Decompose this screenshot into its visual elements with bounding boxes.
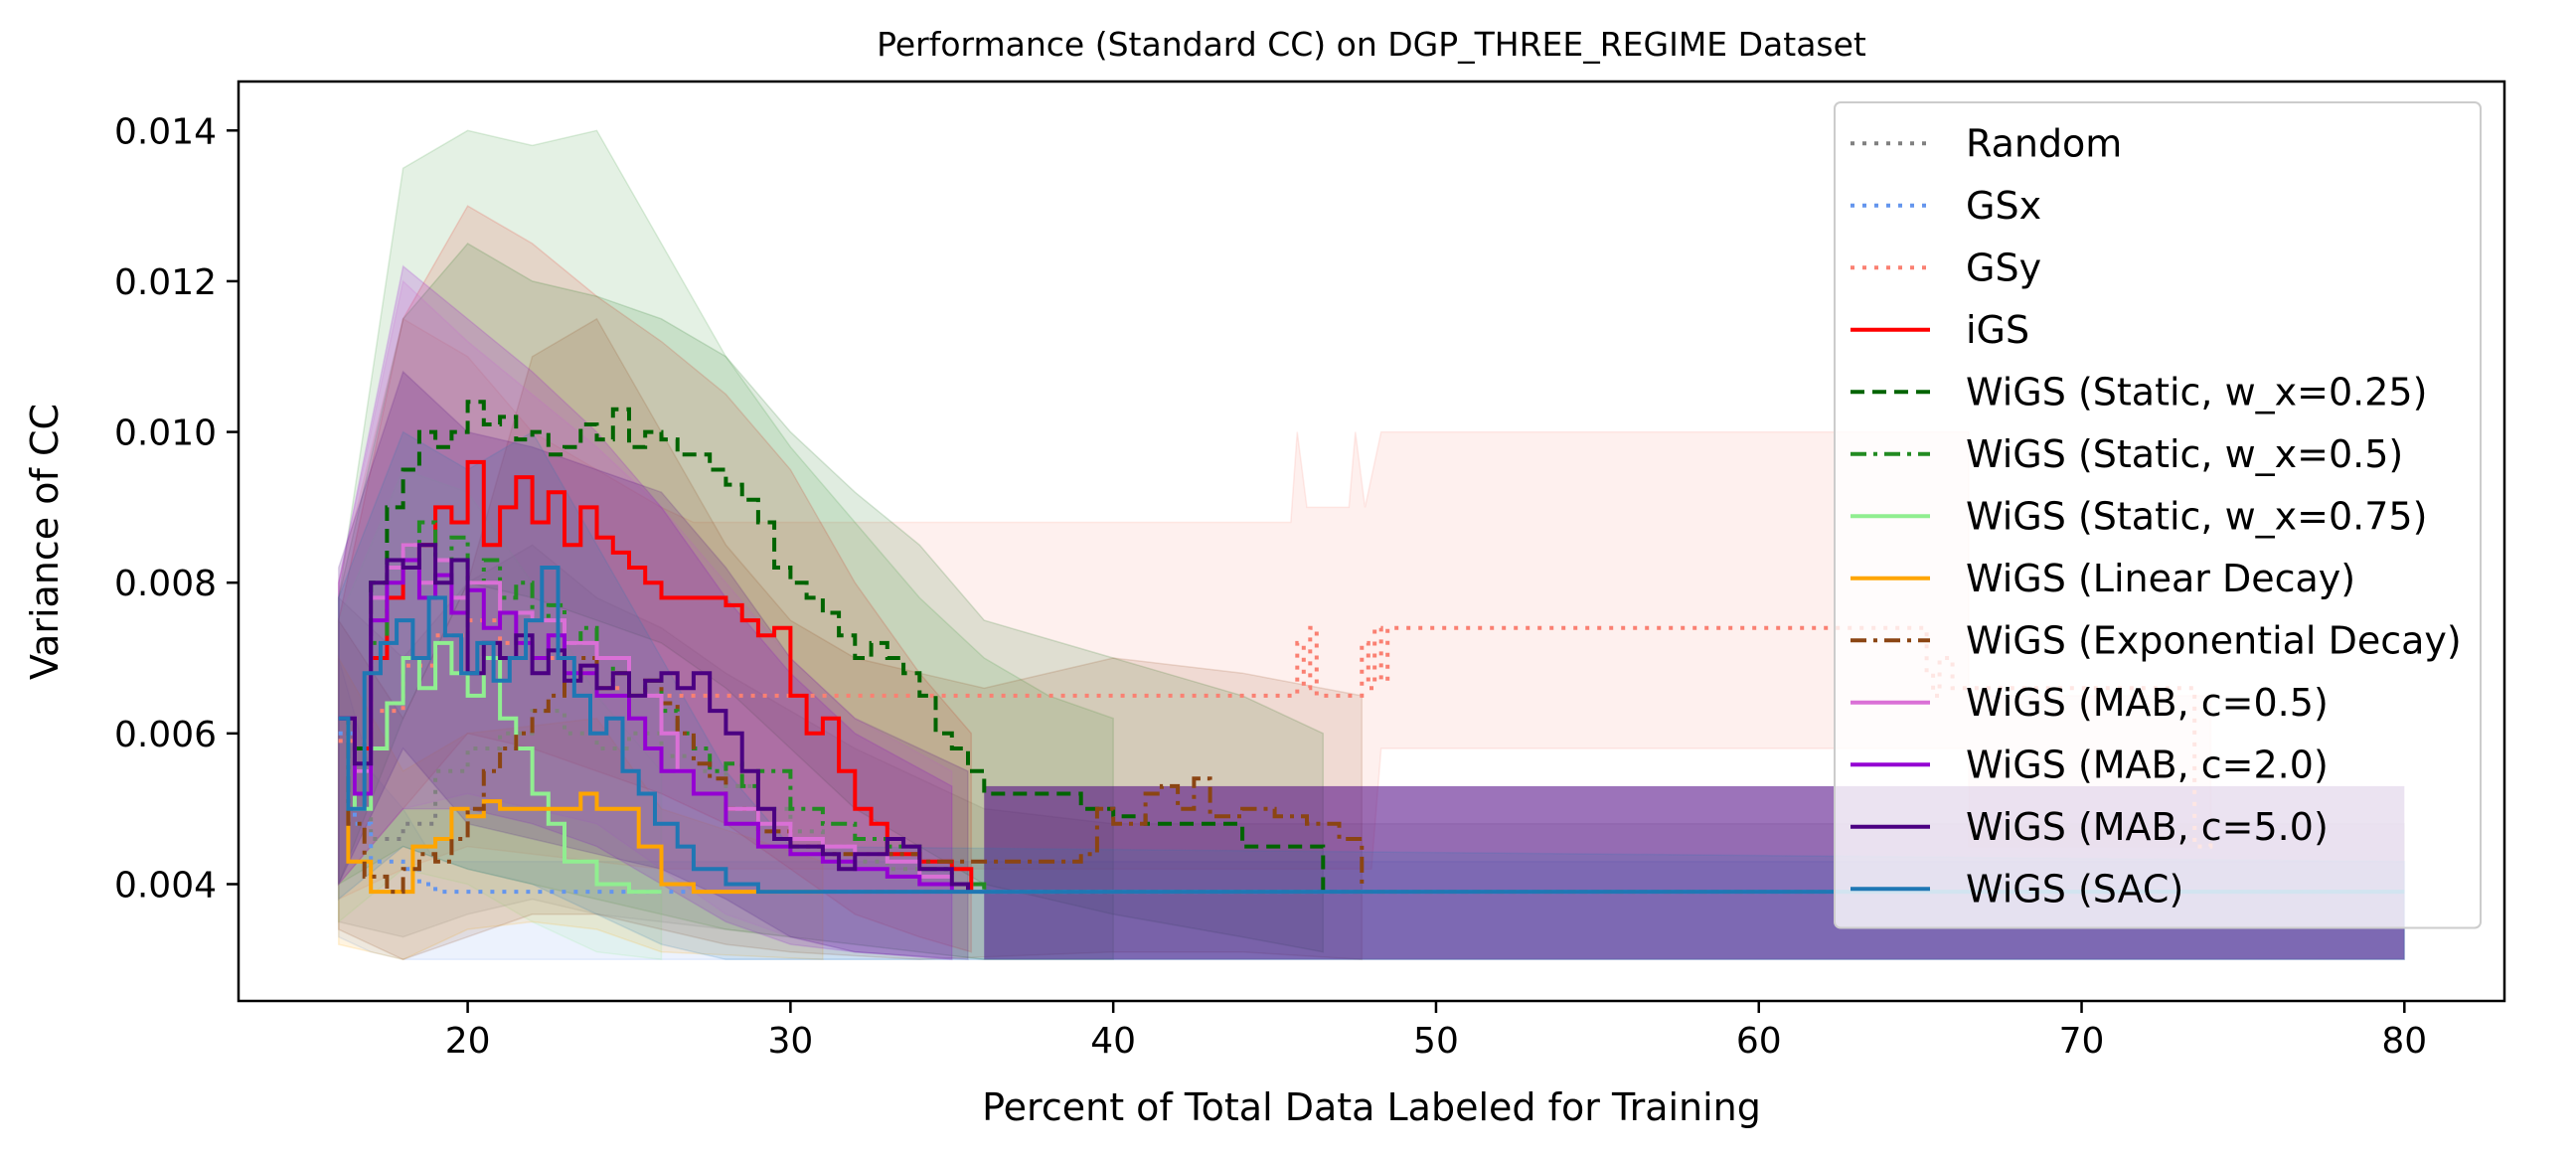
legend-label: GSx [1966, 184, 2041, 228]
legend-label: GSy [1966, 246, 2041, 289]
y-tick-label: 0.014 [114, 111, 217, 152]
x-tick-label: 70 [2059, 1021, 2105, 1062]
band-wigs-mab-c-2-0 [337, 264, 953, 961]
legend-label: iGS [1966, 308, 2029, 352]
y-axis-label: Variance of CC [23, 404, 67, 680]
y-tick-label: 0.012 [114, 262, 217, 303]
x-tick-label: 60 [1736, 1021, 1782, 1062]
line-wigs-static-w-x-0-75 [338, 640, 662, 895]
y-tick-label: 0.008 [114, 564, 217, 604]
legend-label: WiGS (Exponential Decay) [1966, 618, 2462, 662]
x-tick-label: 80 [2381, 1021, 2427, 1062]
x-tick-label: 40 [1090, 1021, 1136, 1062]
x-tick-label: 20 [445, 1021, 491, 1062]
x-tick-label: 30 [767, 1021, 813, 1062]
line-wigs-sac [338, 566, 2405, 895]
legend-box [1834, 101, 2482, 929]
line-random [338, 709, 2405, 895]
plot-frame [237, 80, 2506, 1003]
y-tick-label: 0.006 [114, 715, 217, 755]
legend-label: WiGS (MAB, c=5.0) [1966, 805, 2329, 849]
legend-label: Random [1966, 121, 2122, 165]
legend-label: WiGS (Static, w_x=0.5) [1966, 432, 2403, 476]
x-axis-label: Percent of Total Data Labeled for Traini… [982, 1085, 1761, 1129]
legend-label: WiGS (Linear Decay) [1966, 557, 2355, 600]
chart-title: Performance (Standard CC) on DGP_THREE_R… [877, 25, 1866, 64]
legend: Random GSx GSy iGS WiGS (Static, w_x=0.25) Wi… [1834, 101, 2482, 929]
y-tick-label: 0.004 [114, 865, 217, 906]
band-igs [337, 205, 973, 953]
y-axis: 0.004 0.006 0.008 0.010 0.012 0.014 [114, 111, 239, 906]
y-tick-label: 0.010 [114, 414, 217, 454]
legend-label: WiGS (MAB, c=2.0) [1966, 743, 2329, 786]
line-wigs-exponential-decay [338, 656, 1365, 895]
line-wigs-mab-c-5-0 [338, 543, 970, 893]
legend-label: WiGS (Static, w_x=0.75) [1966, 494, 2427, 538]
x-axis: 20 30 40 50 60 70 80 [445, 1001, 2427, 1062]
legend-label: WiGS (MAB, c=0.5) [1966, 681, 2329, 725]
line-wigs-static-w-x-0-25 [338, 400, 1326, 893]
legend-label: WiGS (SAC) [1966, 867, 2183, 911]
line-igs [338, 459, 974, 893]
legend-label: WiGS (Static, w_x=0.25) [1966, 370, 2427, 414]
band-wigs-mab-c-0-5 [337, 279, 953, 961]
x-tick-label: 50 [1413, 1021, 1459, 1062]
